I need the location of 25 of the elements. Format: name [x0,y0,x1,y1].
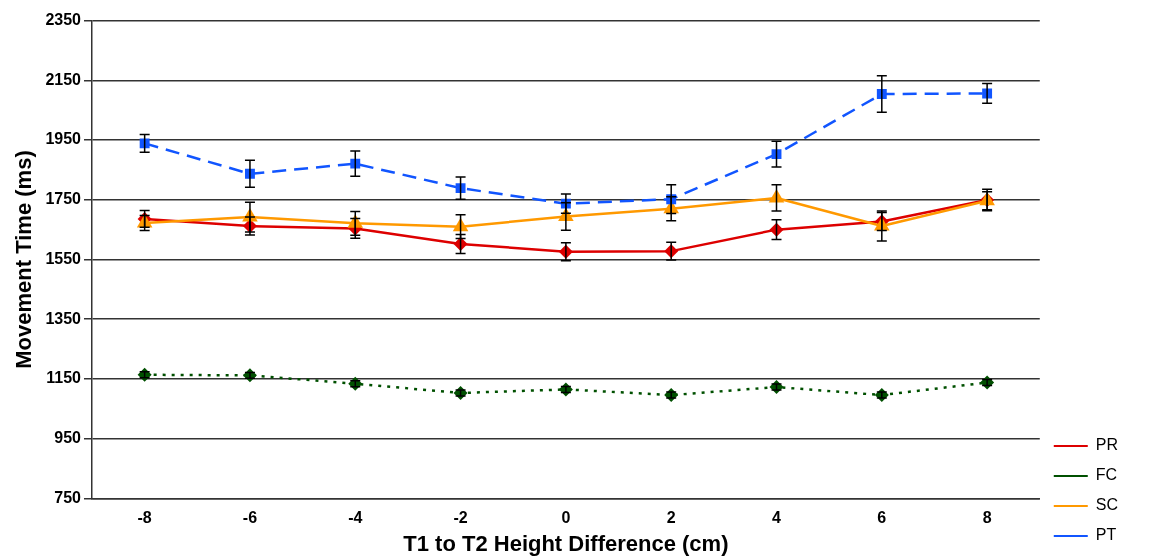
legend-label: FC [1095,466,1118,484]
y-tick-label: 750 [54,488,82,506]
x-tick-label: 0 [561,509,571,527]
y-tick-label: 1750 [45,190,82,208]
y-tick-label: 1150 [46,369,82,387]
x-tick-label: -8 [137,509,152,527]
legend-label: SC [1095,496,1119,514]
x-tick-label: -6 [242,509,258,527]
x-tick-label: 2 [666,509,676,527]
x-tick-label: -4 [348,509,363,527]
x-tick-label: 8 [982,509,992,527]
x-axis-title: T1 to T2 Height Difference (cm) [403,530,729,556]
point [455,183,466,194]
y-tick-label: 950 [54,429,82,447]
legend-label: PR [1095,436,1119,454]
y-tick-label: 1550 [45,249,82,267]
y-tick-label: 1950 [45,130,82,148]
x-tick-label: -2 [453,509,468,527]
x-tick-label: 6 [877,509,887,527]
y-tick-label: 2150 [45,70,82,88]
y-axis-title: Movement Time (ms) [11,150,37,369]
legend-label: PT [1095,526,1117,544]
y-tick-label: 2350 [45,11,82,29]
y-tick-label: 1350 [45,309,82,327]
x-tick-label: 4 [772,509,782,527]
